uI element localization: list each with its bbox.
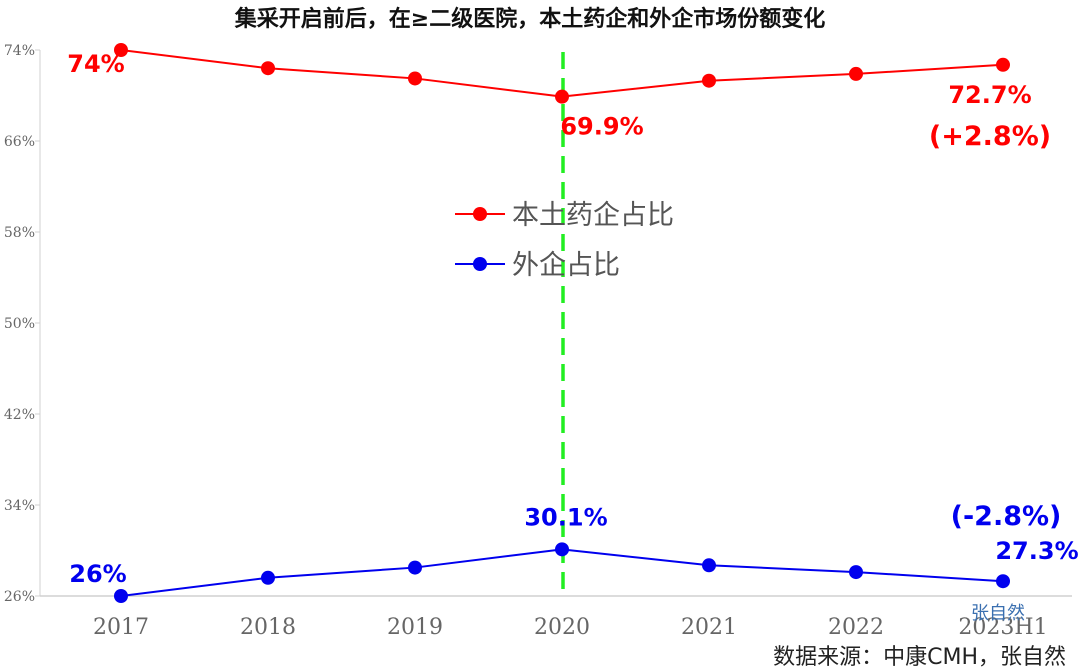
- data-label: 69.9%: [560, 113, 643, 141]
- data-label: 30.1%: [524, 503, 607, 531]
- x-tick-label: 2017: [93, 615, 149, 640]
- data-point: [408, 71, 422, 86]
- data-point: [702, 558, 716, 573]
- data-point: [114, 43, 128, 57]
- x-tick-label: 2023H1: [958, 615, 1047, 640]
- source-note: 数据来源：中康CMH，张自然: [773, 645, 1066, 670]
- data-point: [996, 57, 1010, 72]
- data-labels-group: 74% 69.9% 72.7% (+2.8%) 26% 30.1% 27.3% (-2.8%): [67, 50, 1078, 588]
- series-group: [114, 43, 1010, 603]
- y-tick-label: 42%: [4, 407, 35, 423]
- y-tick-label: 74%: [4, 43, 35, 59]
- data-point: [849, 565, 863, 580]
- data-point: [261, 61, 275, 76]
- data-label: 74%: [67, 50, 124, 78]
- y-axis: 74% 66% 58% 50% 42% 34% 26%: [4, 43, 41, 605]
- legend-marker: [473, 207, 487, 221]
- x-tick-label: 2021: [681, 615, 737, 640]
- data-point: [555, 89, 569, 104]
- data-label: 27.3%: [995, 537, 1078, 565]
- y-tick-label: 66%: [4, 134, 35, 150]
- chart-title: 集采开启前后，在≥二级医院，本土药企和外企市场份额变化: [234, 6, 825, 32]
- watermark: 张自然: [971, 603, 1025, 624]
- data-point: [996, 574, 1010, 589]
- data-point: [702, 73, 716, 88]
- data-point: [555, 542, 569, 557]
- x-tick-label: 2018: [240, 615, 296, 640]
- data-point: [408, 560, 422, 575]
- x-tick-label: 2020: [534, 615, 590, 640]
- change-label: (+2.8%): [929, 121, 1051, 152]
- data-point: [114, 589, 128, 603]
- y-tick-label: 58%: [4, 225, 35, 241]
- x-tick-label: 2022: [828, 615, 884, 640]
- change-label: (-2.8%): [951, 501, 1062, 532]
- x-axis: 2017 2018 2019 2020 2021 2022 2023H1: [40, 595, 1072, 640]
- data-point: [261, 570, 275, 585]
- y-tick-label: 34%: [4, 498, 35, 514]
- x-tick-label: 2019: [387, 615, 443, 640]
- data-point: [849, 66, 863, 81]
- legend-label: 本土药企占比: [512, 200, 674, 231]
- legend-label: 外企占比: [512, 250, 620, 281]
- y-tick-label: 26%: [4, 589, 35, 605]
- data-label: 72.7%: [948, 81, 1031, 109]
- y-tick-label: 50%: [4, 316, 35, 332]
- legend-marker: [473, 257, 487, 271]
- data-label: 26%: [69, 560, 126, 588]
